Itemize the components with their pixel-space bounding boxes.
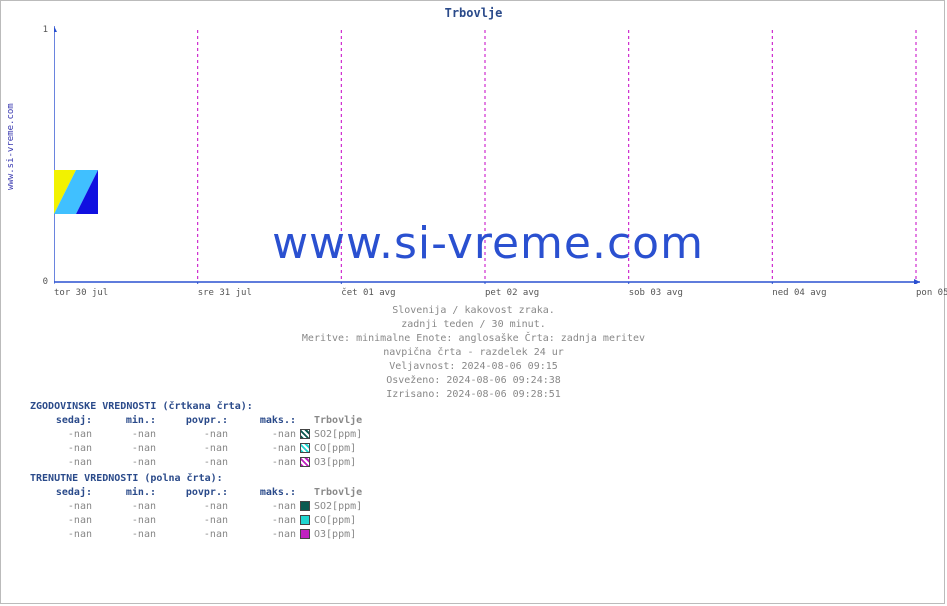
cell-maks: -nan xyxy=(230,514,298,528)
cell-sedaj: -nan xyxy=(30,428,94,442)
x-tick-label: tor 30 jul xyxy=(54,284,108,298)
caption-line: Osveženo: 2024-08-06 09:24:38 xyxy=(0,374,947,388)
caption-line: navpična črta - razdelek 24 ur xyxy=(0,346,947,360)
cell-series-name: CO[ppm] xyxy=(312,514,426,528)
y-tick-label: 0 xyxy=(43,277,54,287)
cell-povpr: -nan xyxy=(158,514,230,528)
legend-tables: ZGODOVINSKE VREDNOSTI (črtkana črta): se… xyxy=(30,400,426,542)
cell-maks: -nan xyxy=(230,442,298,456)
site-label-vertical: www.si-vreme.com xyxy=(6,103,16,190)
legend-swatch-cell xyxy=(298,528,312,542)
cell-series-name: SO2[ppm] xyxy=(312,500,426,514)
col-header-sedaj: sedaj: xyxy=(30,486,94,500)
table-row: -nan-nan-nan-nanSO2[ppm] xyxy=(30,500,426,514)
cell-maks: -nan xyxy=(230,528,298,542)
table-row: -nan-nan-nan-nanO3[ppm] xyxy=(30,528,426,542)
cell-povpr: -nan xyxy=(158,528,230,542)
cell-series-name: O3[ppm] xyxy=(312,456,426,470)
cell-maks: -nan xyxy=(230,428,298,442)
x-tick-label: sre 31 jul xyxy=(198,284,252,298)
col-header-station: Trbovlje xyxy=(312,414,426,428)
legend-swatch-icon xyxy=(300,429,310,439)
cell-povpr: -nan xyxy=(158,500,230,514)
chart-area: www.si-vreme.com 01tor 30 julsre 31 julč… xyxy=(54,24,922,284)
current-table: sedaj: min.: povpr.: maks.: Trbovlje -na… xyxy=(30,486,426,542)
legend-swatch-icon xyxy=(300,457,310,467)
cell-maks: -nan xyxy=(230,456,298,470)
legend-swatch-cell xyxy=(298,514,312,528)
cell-povpr: -nan xyxy=(158,456,230,470)
chart-title: Trbovlje xyxy=(0,6,947,20)
cell-min: -nan xyxy=(94,456,158,470)
cell-sedaj: -nan xyxy=(30,442,94,456)
legend-swatch-cell xyxy=(298,500,312,514)
table-row: -nan-nan-nan-nanO3[ppm] xyxy=(30,456,426,470)
legend-swatch-icon xyxy=(300,501,310,511)
cell-maks: -nan xyxy=(230,500,298,514)
cell-povpr: -nan xyxy=(158,442,230,456)
col-header-maks: maks.: xyxy=(230,414,298,428)
cell-series-name: SO2[ppm] xyxy=(312,428,426,442)
col-header-sedaj: sedaj: xyxy=(30,414,94,428)
cell-min: -nan xyxy=(94,442,158,456)
legend-swatch-icon xyxy=(300,529,310,539)
cell-sedaj: -nan xyxy=(30,456,94,470)
cell-povpr: -nan xyxy=(158,428,230,442)
col-header-min: min.: xyxy=(94,414,158,428)
caption-line: Veljavnost: 2024-08-06 09:15 xyxy=(0,360,947,374)
col-header-povpr: povpr.: xyxy=(158,414,230,428)
legend-swatch-cell xyxy=(298,442,312,456)
cell-series-name: O3[ppm] xyxy=(312,528,426,542)
y-tick-label: 1 xyxy=(43,25,54,35)
historical-table: sedaj: min.: povpr.: maks.: Trbovlje -na… xyxy=(30,414,426,470)
legend-swatch-cell xyxy=(298,428,312,442)
col-header-min: min.: xyxy=(94,486,158,500)
caption-line: Meritve: minimalne Enote: anglosaške Črt… xyxy=(0,332,947,346)
cell-series-name: CO[ppm] xyxy=(312,442,426,456)
historical-title: ZGODOVINSKE VREDNOSTI (črtkana črta): xyxy=(30,400,426,414)
cell-min: -nan xyxy=(94,500,158,514)
legend-swatch-cell xyxy=(298,456,312,470)
x-tick-label: pon 05 avg xyxy=(916,284,947,298)
col-header-station: Trbovlje xyxy=(312,486,426,500)
cell-min: -nan xyxy=(94,514,158,528)
cell-sedaj: -nan xyxy=(30,528,94,542)
cell-sedaj: -nan xyxy=(30,500,94,514)
caption-block: Slovenija / kakovost zraka. zadnji teden… xyxy=(0,304,947,402)
cell-min: -nan xyxy=(94,428,158,442)
caption-line: Slovenija / kakovost zraka. xyxy=(0,304,947,318)
x-tick-label: pet 02 avg xyxy=(485,284,539,298)
cell-min: -nan xyxy=(94,528,158,542)
x-tick-label: čet 01 avg xyxy=(341,284,395,298)
table-row: -nan-nan-nan-nanSO2[ppm] xyxy=(30,428,426,442)
x-tick-label: sob 03 avg xyxy=(629,284,683,298)
table-row: -nan-nan-nan-nanCO[ppm] xyxy=(30,442,426,456)
col-header-povpr: povpr.: xyxy=(158,486,230,500)
cell-sedaj: -nan xyxy=(30,514,94,528)
x-tick-label: ned 04 avg xyxy=(772,284,826,298)
col-header-maks: maks.: xyxy=(230,486,298,500)
table-row: -nan-nan-nan-nanCO[ppm] xyxy=(30,514,426,528)
caption-line: zadnji teden / 30 minut. xyxy=(0,318,947,332)
legend-swatch-icon xyxy=(300,443,310,453)
current-title: TRENUTNE VREDNOSTI (polna črta): xyxy=(30,472,426,486)
chart-svg xyxy=(54,24,922,284)
legend-swatch-icon xyxy=(300,515,310,525)
